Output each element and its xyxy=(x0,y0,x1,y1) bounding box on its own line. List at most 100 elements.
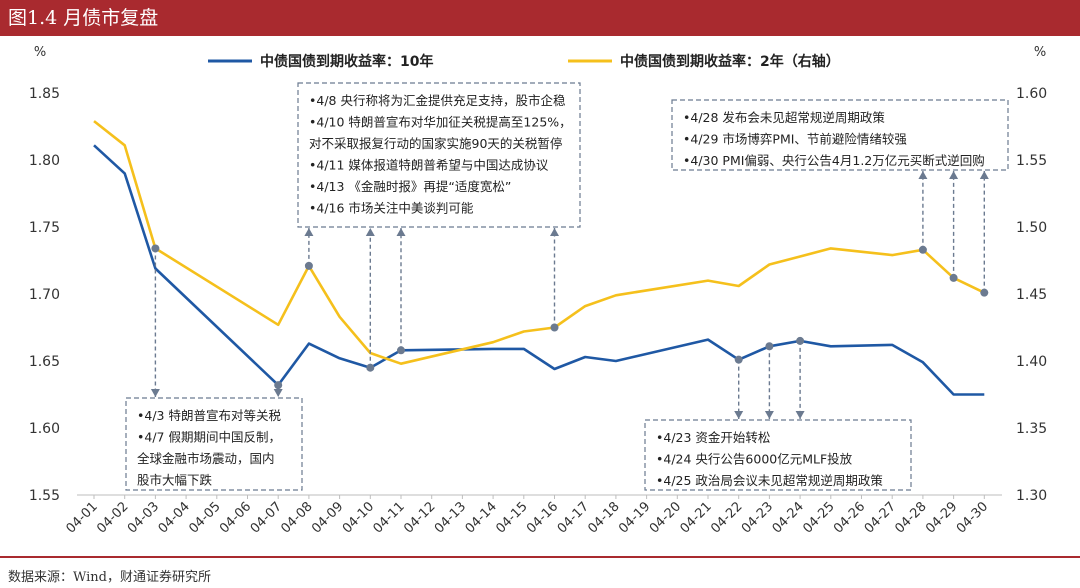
x-tick-label: 04-08 xyxy=(278,499,315,536)
bond-yield-chart: 1.55 1.60 1.65 1.70 1.75 1.80 1.85% 1.30 1.35 1.4… xyxy=(29,45,1047,537)
annotation-anchor-point xyxy=(980,288,989,297)
x-tick-label: 04-17 xyxy=(555,499,592,536)
annotation-arrowhead xyxy=(949,171,959,179)
x-tick-label: 04-30 xyxy=(954,499,991,536)
y-right-tick-label: 1.40 xyxy=(1016,354,1047,370)
annotation-arrowhead xyxy=(795,411,805,419)
x-tick-label: 04-18 xyxy=(585,499,622,536)
annotation-anchor-point xyxy=(918,245,927,254)
annotation-box xyxy=(297,82,581,228)
legend-label: 中债国债到期收益率：2年（右轴） xyxy=(620,53,840,70)
y-left-tick-label: 1.55 xyxy=(29,488,60,504)
x-tick-label: 04-15 xyxy=(493,499,530,536)
y-right-tick-label: 1.35 xyxy=(1016,421,1047,437)
lines-layer xyxy=(93,120,985,396)
annotation-line: •4/8 央行称将为汇金提供充足支持，股市企稳 xyxy=(309,93,566,108)
legend-label: 中债国债到期收益率：10年 xyxy=(260,53,433,70)
annotation-arrowhead xyxy=(273,389,283,397)
x-tick-label: 04-01 xyxy=(64,499,101,536)
annotation-line: •4/30 PMI偏弱、央行公告4月1.2万亿元买断式逆回购 xyxy=(683,153,985,168)
annotation-anchor-point xyxy=(734,355,743,364)
annotation-line: •4/23 资金开始转松 xyxy=(656,430,770,445)
annotation-arrowhead xyxy=(365,228,375,236)
annotation-line: 对不采取报复行动的国家实施90天的关税暂停 xyxy=(309,136,562,151)
annotation-line: •4/7 假期期间中国反制， xyxy=(137,430,281,445)
annotation-line: 全球金融市场震动，国内 xyxy=(137,451,275,466)
annotations-layer: •4/3 特朗普宣布对等关税 •4/7 假期期间中国反制， 全球金融市场震动，国内股… xyxy=(125,82,1009,491)
annotation-anchor-point xyxy=(304,261,313,270)
annotation-line: •4/16 市场关注中美谈判可能 xyxy=(309,201,474,216)
annotation-arrowhead xyxy=(550,228,559,236)
annotation-arrowhead xyxy=(304,228,314,236)
annotation-line: •4/10 特朗普宣布对华加征关税提高至125%， xyxy=(309,115,572,130)
x-tick-label: 04-04 xyxy=(156,499,193,536)
annotation-line: •4/11 媒体报道特朗普希望与中国达成协议 xyxy=(309,158,549,173)
annotation-line: •4/28 发布会未见超常规逆周期政策 xyxy=(683,110,885,125)
x-tick-label: 04-19 xyxy=(616,499,653,536)
x-tick-label: 04-14 xyxy=(463,499,500,536)
annotation-box xyxy=(125,397,303,491)
y-left-tick-label: 1.80 xyxy=(29,153,60,169)
annotation-line: •4/13 《金融时报》再提“适度宽松” xyxy=(309,179,511,194)
data-source: 数据来源：Wind，财通证券研究所 xyxy=(8,570,211,585)
annotation-arrowhead xyxy=(150,389,160,397)
x-tick-label: 04-23 xyxy=(739,499,776,536)
y-right-tick-label: 1.45 xyxy=(1016,287,1047,303)
x-tick-label: 04-16 xyxy=(524,499,561,536)
annotation-arrowhead xyxy=(918,171,928,179)
y-left-tick-label: 1.75 xyxy=(29,220,60,236)
x-tick-label: 04-09 xyxy=(309,499,346,536)
x-tick-label: 04-06 xyxy=(217,499,254,536)
annotation-line: 股市大幅下跌 xyxy=(137,473,213,488)
x-tick-label: 04-20 xyxy=(647,499,684,536)
annotation-line: •4/24 央行公告6000亿元MLF投放 xyxy=(656,452,853,467)
y-left-tick-label: 1.85 xyxy=(29,86,60,102)
x-tick-label: 04-02 xyxy=(94,499,131,536)
annotation-anchor-point xyxy=(366,363,375,372)
x-tick-label: 04-22 xyxy=(708,499,745,536)
x-tick-label: 04-13 xyxy=(432,499,469,536)
y-right-tick-label: 1.60 xyxy=(1016,86,1047,102)
annotation-anchor-point xyxy=(765,342,774,351)
annotation-line: •4/29 市场博弈PMI、节前避险情绪较强 xyxy=(683,132,907,147)
annotation-arrowhead xyxy=(764,411,774,419)
y-left-tick-label: 1.65 xyxy=(29,354,60,370)
y-left-tick-label: 1.60 xyxy=(29,421,60,437)
annotation-arrowhead xyxy=(979,171,989,179)
y-right-tick-label: 1.55 xyxy=(1016,153,1047,169)
footer-divider xyxy=(0,556,1080,558)
legend-layer: 中债国债到期收益率：10年 中债国债到期收益率：2年（右轴） xyxy=(208,53,840,70)
y-left-unit: % xyxy=(34,45,46,60)
series-2y-line xyxy=(93,120,985,366)
series-10y-line xyxy=(93,144,985,396)
x-tick-label: 04-29 xyxy=(923,499,960,536)
x-tick-label: 04-03 xyxy=(125,499,162,536)
x-tick-label: 04-07 xyxy=(248,499,285,536)
annotation-line: •4/3 特朗普宣布对等关税 xyxy=(137,408,281,423)
annotation-anchor-point xyxy=(274,381,283,390)
annotation-arrowhead xyxy=(396,228,406,236)
x-tick-label: 04-11 xyxy=(371,499,408,536)
y-right-tick-label: 1.30 xyxy=(1016,488,1047,504)
annotation-anchor-point xyxy=(151,244,160,253)
annotation-anchor-point xyxy=(397,346,405,355)
annotation-anchor-point xyxy=(949,273,958,282)
x-tick-label: 04-25 xyxy=(800,499,837,536)
y-right-tick-label: 1.50 xyxy=(1016,220,1047,236)
x-tick-label: 04-26 xyxy=(831,499,868,536)
y-left-tick-label: 1.70 xyxy=(29,287,60,303)
annotation-box xyxy=(644,419,912,491)
x-tick-label: 04-10 xyxy=(340,499,377,536)
x-tick-label: 04-27 xyxy=(862,499,899,536)
x-tick-label: 04-12 xyxy=(401,499,438,536)
x-tick-label: 04-28 xyxy=(892,499,929,536)
annotation-box xyxy=(671,99,1009,171)
annotation-anchor-point xyxy=(796,336,805,345)
annotation-line: •4/25 政治局会议未见超常规逆周期政策 xyxy=(656,473,883,488)
annotation-anchor-point xyxy=(550,323,559,332)
y-right-unit: % xyxy=(1034,45,1046,60)
x-tick-label: 04-21 xyxy=(678,499,715,536)
x-tick-label: 04-24 xyxy=(770,499,807,536)
figure-header: 图1.4 月债市复盘 xyxy=(0,0,1080,36)
x-tick-label: 04-05 xyxy=(186,499,223,536)
